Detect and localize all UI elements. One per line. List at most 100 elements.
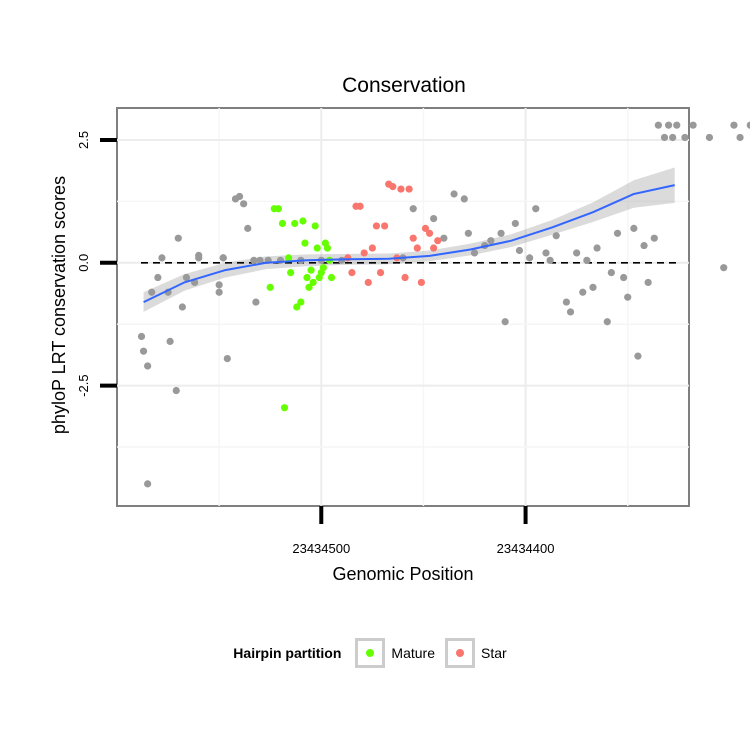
point-star [417,278,425,287]
plot-panel [116,107,690,507]
point-mature [291,219,299,228]
point-mature [307,266,315,274]
point-star [376,269,385,277]
point-star [405,185,413,193]
point-star [360,249,368,257]
point-other [195,251,203,260]
point-other [464,229,472,237]
y-tick-label: 2.5 [76,131,91,149]
point-mature [287,269,295,277]
point-mature [309,278,317,287]
point-mature [278,219,287,228]
point-mature [274,205,282,213]
points-layer [137,121,750,488]
point-other [552,232,560,240]
point-other [501,318,509,326]
legend-dot-mature [366,649,375,657]
point-star [413,244,421,252]
point-other [532,205,540,213]
point-other [487,237,495,245]
point-mature [297,298,305,306]
point-other [681,133,689,142]
chart-title: Conservation [342,74,466,97]
point-other [158,254,166,262]
point-other [526,254,534,262]
x-axis-title: Genomic Position [332,564,473,584]
point-mature [305,283,313,291]
x-tick-label: 23434500 [292,541,350,556]
point-other [252,298,260,306]
point-other [137,332,146,341]
point-star [356,202,364,210]
point-other [644,278,652,287]
point-mature [301,239,309,247]
point-other [669,133,677,142]
point-mature [266,283,274,291]
point-other [244,224,252,232]
point-star [397,185,405,193]
point-other [256,256,264,264]
point-other [705,133,714,142]
point-mature [280,404,289,412]
point-other [231,195,240,203]
y-axis-title: phyloP LRT conservation scores [49,176,69,434]
point-other [182,273,191,282]
point-mature [299,217,307,225]
point-other [654,121,662,129]
point-other [250,256,258,264]
point-mature [327,273,336,282]
point-other [689,121,697,129]
point-other [223,354,231,363]
y-tick-label: -2.5 [76,374,91,396]
point-other [440,234,448,242]
point-other [746,121,750,129]
point-other [593,244,601,252]
point-other [172,386,180,395]
point-other [660,133,669,142]
point-star [430,244,438,252]
point-other [730,121,738,129]
point-other [579,288,587,296]
point-other [664,121,673,129]
legend-item-mature: Mature [355,638,437,668]
point-star [401,273,409,282]
smooth-line-layer [143,184,675,304]
point-other [154,273,162,282]
point-other [573,249,581,257]
point-other [497,229,505,237]
point-mature [293,303,301,311]
legend-item-star: Star [445,638,509,668]
point-other [583,256,591,264]
point-other [673,121,681,129]
point-other [589,283,597,291]
y-tick-label: 0.0 [76,254,91,272]
point-other [630,224,638,232]
point-other [566,308,575,316]
point-mature [311,222,319,230]
point-other [624,293,632,301]
legend-key-star [445,638,475,668]
legend: Hairpin partition Mature Star [0,638,750,668]
point-other [215,288,223,296]
point-star [425,229,434,237]
point-mature [323,244,332,252]
point-other [450,190,458,198]
point-star [389,183,397,191]
legend-label-mature: Mature [391,645,435,661]
point-other [720,264,728,272]
legend-label-star: Star [481,645,507,661]
point-other [240,200,248,208]
point-other [634,352,642,360]
legend-title: Hairpin partition [233,645,342,661]
point-other [603,318,611,326]
point-other [515,246,524,255]
point-star [421,224,430,232]
point-mature [285,254,293,262]
point-other [546,256,554,264]
point-other [430,214,438,223]
point-star [344,254,352,262]
axes: 23434500 23434400 2.5 0.0 -2.5 [76,131,554,556]
point-other [542,249,550,257]
point-mature [319,264,327,272]
